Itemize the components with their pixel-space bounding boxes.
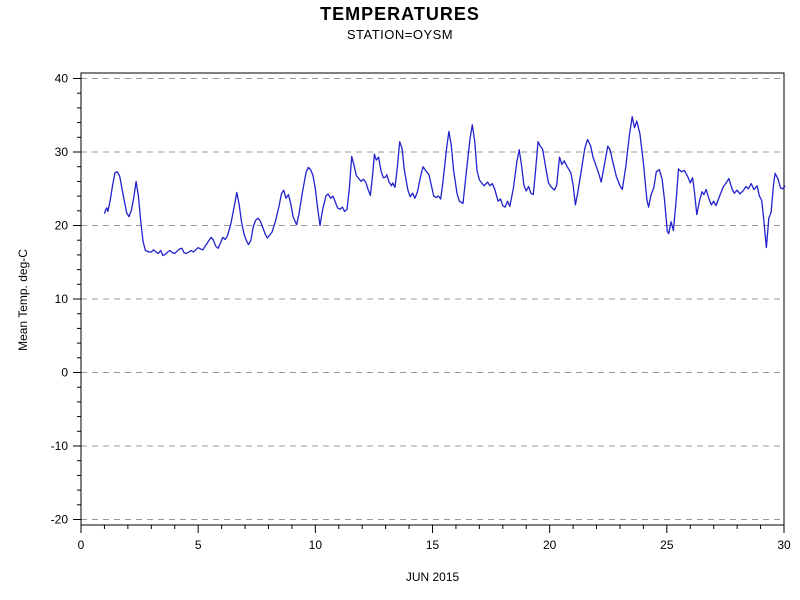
svg-text:-10: -10	[51, 439, 69, 453]
svg-text:-20: -20	[51, 513, 69, 527]
svg-text:20: 20	[55, 219, 69, 233]
chart-title: TEMPERATURES	[320, 4, 480, 24]
svg-text:25: 25	[660, 538, 674, 552]
svg-text:30: 30	[55, 145, 69, 159]
svg-text:10: 10	[55, 292, 69, 306]
svg-text:0: 0	[61, 366, 68, 380]
svg-text:5: 5	[195, 538, 202, 552]
temperature-series-line	[103, 116, 786, 257]
gridlines	[81, 78, 784, 520]
svg-text:30: 30	[777, 538, 791, 552]
x-axis-label: JUN 2015	[405, 570, 460, 584]
svg-text:20: 20	[543, 538, 557, 552]
axis-ticks	[73, 78, 785, 533]
svg-text:10: 10	[309, 538, 323, 552]
svg-text:15: 15	[426, 538, 440, 552]
svg-text:0: 0	[78, 538, 85, 552]
y-axis-label: Mean Temp. deg-C	[16, 249, 30, 351]
svg-text:40: 40	[55, 72, 69, 86]
x-tick-labels: 0 5 10 15 20 25 30	[78, 538, 791, 552]
chart-subtitle: STATION=OYSM	[346, 27, 454, 42]
y-tick-labels: -20 -10 0 10 20 30 40	[51, 72, 69, 527]
